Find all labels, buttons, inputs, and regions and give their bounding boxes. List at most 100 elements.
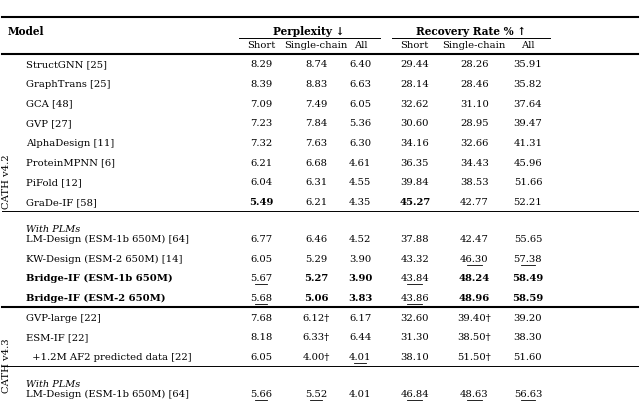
Text: 42.77: 42.77	[460, 198, 488, 207]
Text: 5.06: 5.06	[304, 293, 328, 302]
Text: ProteinMPNN [6]: ProteinMPNN [6]	[26, 158, 115, 167]
Text: 46.84: 46.84	[401, 389, 429, 398]
Text: 6.12†: 6.12†	[303, 313, 330, 322]
Text: 32.62: 32.62	[401, 99, 429, 108]
Text: 6.44: 6.44	[349, 333, 371, 342]
Text: Short: Short	[401, 41, 429, 50]
Text: 6.21: 6.21	[305, 198, 327, 207]
Text: 7.23: 7.23	[250, 119, 272, 128]
Text: Single-chain: Single-chain	[284, 41, 348, 50]
Text: 3.83: 3.83	[348, 293, 372, 302]
Text: 43.86: 43.86	[401, 293, 429, 302]
Text: 39.84: 39.84	[401, 178, 429, 187]
Text: 6.77: 6.77	[250, 234, 272, 243]
Text: 8.74: 8.74	[305, 60, 327, 69]
Text: 7.32: 7.32	[250, 139, 272, 148]
Text: 28.26: 28.26	[460, 60, 488, 69]
Text: 6.63: 6.63	[349, 80, 371, 89]
Text: With PLMs: With PLMs	[26, 379, 80, 388]
Text: GVP-large [22]: GVP-large [22]	[26, 313, 100, 322]
Text: 5.49: 5.49	[249, 198, 273, 207]
Text: +1.2M AF2 predicted data [22]: +1.2M AF2 predicted data [22]	[26, 352, 191, 361]
Text: Single-chain: Single-chain	[442, 41, 506, 50]
Text: Short: Short	[247, 41, 275, 50]
Text: 51.50†: 51.50†	[458, 352, 491, 361]
Text: 7.63: 7.63	[305, 139, 327, 148]
Text: 3.90: 3.90	[349, 254, 371, 263]
Text: 4.01: 4.01	[349, 352, 372, 361]
Text: CATH v4.2: CATH v4.2	[2, 154, 11, 209]
Text: 32.66: 32.66	[460, 139, 488, 148]
Text: 51.66: 51.66	[514, 178, 542, 187]
Text: 58.59: 58.59	[513, 293, 543, 302]
Text: 35.82: 35.82	[514, 80, 542, 89]
Text: 5.29: 5.29	[305, 254, 327, 263]
Text: Perplexity ↓: Perplexity ↓	[273, 27, 345, 37]
Text: 31.10: 31.10	[460, 99, 489, 108]
Text: 37.88: 37.88	[401, 234, 429, 243]
Text: 43.84: 43.84	[400, 274, 429, 283]
Text: 39.47: 39.47	[514, 119, 542, 128]
Text: 38.53: 38.53	[460, 178, 488, 187]
Text: 45.96: 45.96	[514, 158, 542, 167]
Text: 30.60: 30.60	[401, 119, 429, 128]
Text: GraphTrans [25]: GraphTrans [25]	[26, 80, 110, 89]
Text: 6.68: 6.68	[305, 158, 327, 167]
Text: 56.63: 56.63	[514, 389, 542, 398]
Text: All: All	[353, 41, 367, 50]
Text: 4.35: 4.35	[349, 198, 371, 207]
Text: Recovery Rate % ↑: Recovery Rate % ↑	[417, 27, 526, 37]
Text: 6.05: 6.05	[250, 254, 272, 263]
Text: 4.55: 4.55	[349, 178, 371, 187]
Text: 36.35: 36.35	[401, 158, 429, 167]
Text: 31.30: 31.30	[401, 333, 429, 342]
Text: 38.30: 38.30	[514, 333, 542, 342]
Text: 8.83: 8.83	[305, 80, 327, 89]
Text: 7.68: 7.68	[250, 313, 272, 322]
Text: 57.38: 57.38	[514, 254, 542, 263]
Text: 6.21: 6.21	[250, 158, 272, 167]
Text: 55.65: 55.65	[514, 234, 542, 243]
Text: 6.04: 6.04	[250, 178, 272, 187]
Text: 4.61: 4.61	[349, 158, 371, 167]
Text: 8.18: 8.18	[250, 333, 272, 342]
Text: 8.39: 8.39	[250, 80, 272, 89]
Text: 46.30: 46.30	[460, 254, 488, 263]
Text: 6.05: 6.05	[250, 352, 272, 361]
Text: Bridge-IF (ESM-2 650M): Bridge-IF (ESM-2 650M)	[26, 293, 165, 302]
Text: GCA [48]: GCA [48]	[26, 99, 72, 108]
Text: GVP [27]: GVP [27]	[26, 119, 71, 128]
Text: 6.30: 6.30	[349, 139, 371, 148]
Text: 4.00†: 4.00†	[303, 352, 330, 361]
Text: 45.27: 45.27	[399, 198, 430, 207]
Text: 43.32: 43.32	[401, 254, 429, 263]
Text: 3.90: 3.90	[348, 274, 372, 283]
Text: 51.60: 51.60	[514, 352, 542, 361]
Text: 6.05: 6.05	[349, 99, 371, 108]
Text: 28.46: 28.46	[460, 80, 488, 89]
Text: 5.36: 5.36	[349, 119, 371, 128]
Text: ESM-IF [22]: ESM-IF [22]	[26, 333, 88, 342]
Text: 38.50†: 38.50†	[458, 333, 491, 342]
Text: 8.29: 8.29	[250, 60, 272, 69]
Text: 5.27: 5.27	[304, 274, 328, 283]
Text: 4.01: 4.01	[349, 389, 372, 398]
Text: 48.24: 48.24	[459, 274, 490, 283]
Text: 42.47: 42.47	[460, 234, 489, 243]
Text: KW-Design (ESM-2 650M) [14]: KW-Design (ESM-2 650M) [14]	[26, 254, 182, 263]
Text: AlphaDesign [11]: AlphaDesign [11]	[26, 139, 114, 148]
Text: 48.96: 48.96	[459, 293, 490, 302]
Text: StructGNN [25]: StructGNN [25]	[26, 60, 107, 69]
Text: 29.44: 29.44	[400, 60, 429, 69]
Text: 58.49: 58.49	[513, 274, 543, 283]
Text: 41.31: 41.31	[513, 139, 543, 148]
Text: 7.84: 7.84	[305, 119, 327, 128]
Text: 34.16: 34.16	[401, 139, 429, 148]
Text: With PLMs: With PLMs	[26, 225, 80, 234]
Text: 5.52: 5.52	[305, 389, 327, 398]
Text: 7.49: 7.49	[305, 99, 327, 108]
Text: 6.17: 6.17	[349, 313, 371, 322]
Text: Bridge-IF (ESM-1b 650M): Bridge-IF (ESM-1b 650M)	[26, 274, 172, 283]
Text: 5.67: 5.67	[250, 274, 272, 283]
Text: 39.20: 39.20	[514, 313, 542, 322]
